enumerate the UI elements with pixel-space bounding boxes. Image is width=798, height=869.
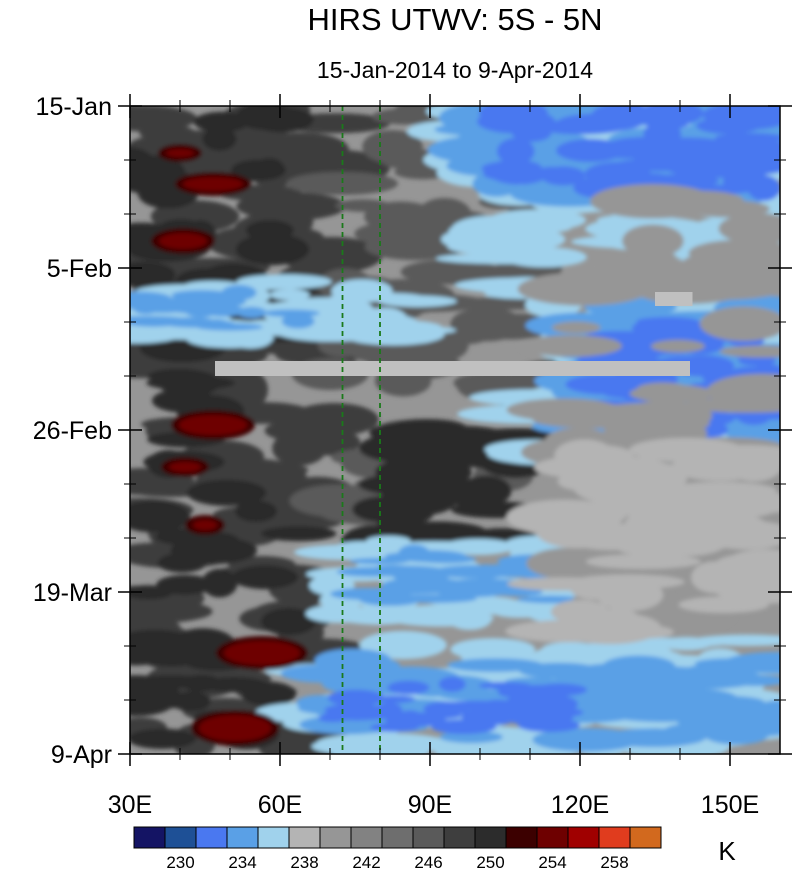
x-tick-label: 120E: [551, 791, 609, 819]
colorbar-label: 242: [352, 853, 380, 869]
colorbar-swatch: [319, 826, 352, 849]
colorbar-label: 254: [538, 853, 566, 869]
missing-data-bar: [215, 361, 690, 376]
y-tick-label: 9-Apr: [51, 741, 112, 769]
x-tick-label: 150E: [701, 791, 759, 819]
colorbar-swatch: [350, 826, 383, 849]
colorbar-swatch: [257, 826, 290, 849]
y-tick-label: 19-Mar: [33, 579, 112, 607]
colorbar-swatch: [133, 826, 166, 849]
colorbar-swatch: [505, 826, 538, 849]
colorbar-unit: K: [718, 836, 736, 866]
heatmap-field: [130, 106, 780, 754]
colorbar: 230 234 238 242 246 250 254 258: [133, 826, 662, 869]
colorbar-label: 246: [414, 853, 442, 869]
y-tick-label: 5-Feb: [47, 255, 112, 283]
colorbar-label: 230: [166, 853, 194, 869]
colorbar-swatch: [164, 826, 197, 849]
y-axis: 15-Jan 5-Feb 26-Feb 19-Mar 9-Apr: [33, 93, 792, 769]
x-tick-label: 60E: [258, 791, 302, 819]
reference-lines: [341, 106, 381, 754]
x-tick-label: 30E: [108, 791, 152, 819]
colorbar-swatch: [567, 826, 600, 849]
colorbar-label: 234: [228, 853, 256, 869]
colorbar-label: 258: [600, 853, 628, 869]
chart-subtitle: 15-Jan-2014 to 9-Apr-2014: [317, 57, 593, 83]
colorbar-swatch: [536, 826, 569, 849]
y-tick-label: 15-Jan: [36, 93, 112, 121]
colorbar-label: 250: [476, 853, 504, 869]
x-tick-label: 90E: [408, 791, 452, 819]
x-axis: 30E 60E 90E 120E 150E: [108, 94, 759, 819]
colorbar-swatch: [443, 826, 476, 849]
colorbar-swatch: [598, 826, 631, 849]
colorbar-swatch: [381, 826, 414, 849]
missing-data-bar: [655, 292, 693, 306]
colorbar-label: 238: [290, 853, 318, 869]
colorbar-swatch: [195, 826, 228, 849]
chart-title: HIRS UTWV: 5S - 5N: [307, 2, 602, 37]
colorbar-swatch: [226, 826, 259, 849]
y-tick-label: 26-Feb: [33, 417, 112, 445]
colorbar-swatch: [288, 826, 321, 849]
colorbar-swatch: [474, 826, 507, 849]
colorbar-swatch: [412, 826, 445, 849]
colorbar-swatch: [629, 826, 662, 849]
